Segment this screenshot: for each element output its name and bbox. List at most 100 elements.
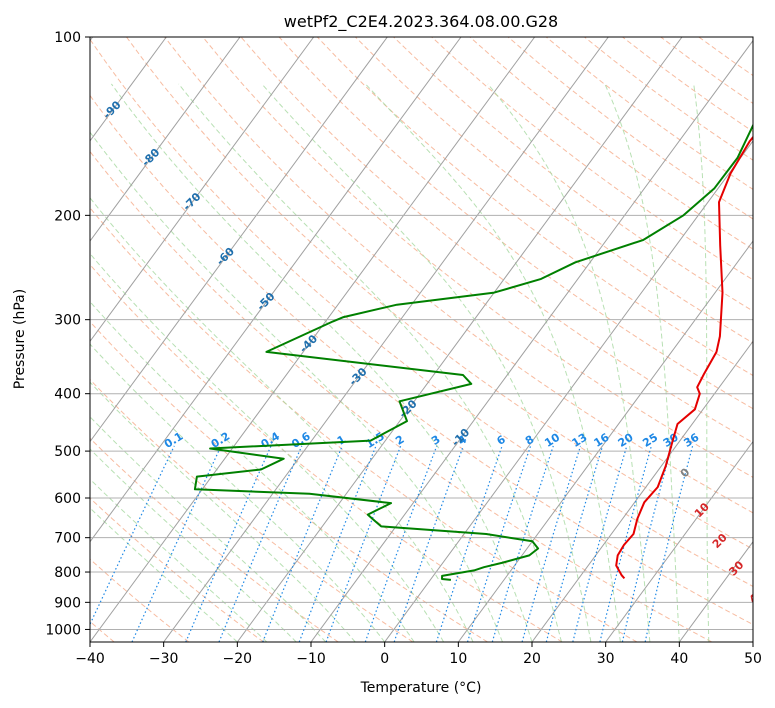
isotherm-line	[457, 240, 753, 642]
mixing-ratio-line	[435, 445, 503, 642]
mixing-ratio-label: 16	[592, 431, 612, 450]
dry-adiabat-line	[90, 497, 264, 642]
temperature-profile-line	[615, 135, 753, 580]
x-tick-label: −10	[296, 651, 326, 667]
y-tick-label: 600	[54, 491, 81, 507]
isotherm-line	[310, 39, 753, 642]
mixing-ratio-label: 10	[542, 431, 562, 450]
mixing-ratio-label: 8	[523, 433, 536, 448]
dry-adiabat-line	[698, 37, 753, 77]
isotherm-line	[90, 37, 388, 443]
mixing-ratio-label: 1	[335, 433, 348, 448]
x-axis: −40 −30 −20 −10 0 10 20 30 40 50	[75, 642, 762, 667]
dry-adiabat-line	[90, 263, 563, 642]
sounding-lines	[193, 123, 753, 581]
mixing-ratio-label: 0.1	[162, 430, 185, 451]
isotherm-line	[678, 540, 753, 642]
x-tick-label: 50	[744, 651, 762, 667]
dry-adiabat-line	[660, 37, 753, 105]
mixing-ratio-line	[621, 445, 673, 642]
isotherm-line	[605, 440, 753, 642]
y-axis-title: Pressure (hPa)	[12, 289, 28, 389]
x-axis-title: Temperature (°C)	[360, 680, 482, 696]
dry-adiabat-line	[126, 37, 753, 550]
isotherm-label: -100	[60, 47, 89, 76]
moist-adiabat-line	[90, 478, 268, 642]
y-tick-label: 300	[54, 313, 81, 329]
moist-adiabat-label: 20	[710, 531, 730, 551]
x-tick-label: 10	[449, 651, 467, 667]
mixing-ratio-line	[572, 445, 628, 642]
y-tick-label: 100	[54, 30, 81, 46]
moist-adiabat-line	[110, 83, 533, 642]
isotherm-line	[90, 37, 536, 642]
isotherm-line	[90, 37, 167, 142]
y-tick-label: 200	[54, 208, 81, 224]
moist-adiabat-line	[261, 83, 592, 642]
mixing-ratio-line	[466, 445, 532, 642]
y-tick-label: 700	[54, 531, 81, 547]
dewpoint-profile-line	[193, 123, 753, 581]
moist-adiabat-line	[90, 197, 474, 642]
mixing-ratio-label: 0.4	[259, 429, 283, 451]
mixing-ratio-label: 25	[640, 431, 660, 450]
x-tick-label: 20	[523, 651, 541, 667]
moist-adiabat-label: 10	[692, 500, 712, 520]
dry-adiabat-line	[90, 38, 753, 587]
mixing-ratio-line	[218, 445, 303, 642]
moist-adiabat-label: 40	[747, 586, 767, 606]
x-tick-label: −40	[75, 651, 105, 667]
mixing-ratio-line	[599, 445, 652, 642]
mixing-ratio-line	[491, 445, 554, 642]
mixing-ratio-line	[364, 445, 438, 642]
moist-adiabat-line	[90, 252, 445, 642]
x-tick-label: 0	[380, 651, 389, 667]
dry-adiabat-line	[90, 94, 753, 626]
isotherm-label: -10	[449, 426, 472, 449]
x-tick-label: −30	[149, 651, 179, 667]
x-tick-label: −20	[223, 651, 253, 667]
dry-adiabat-line	[202, 37, 753, 478]
mixing-ratio-line	[393, 445, 464, 642]
y-axis: 100 200 300 400 500 600 700 800 900 1000	[45, 30, 90, 638]
moist-adiabat-line	[487, 83, 651, 642]
mixing-ratio-label: 36	[681, 431, 701, 450]
mixing-ratio-line	[325, 445, 402, 642]
dry-adiabat-line	[90, 150, 712, 642]
dry-adiabat-line	[90, 321, 488, 642]
moist-adiabat-line	[90, 300, 415, 642]
moist-adiabat-line	[90, 416, 327, 642]
moist-adiabat-label: 0	[678, 465, 693, 480]
mixing-ratio-line	[545, 445, 604, 642]
isotherm-label: -90	[100, 98, 123, 121]
dry-adiabat-line	[164, 37, 753, 514]
isotherm-label: -60	[214, 245, 237, 268]
y-tick-label: 1000	[45, 622, 81, 638]
y-tick-label: 800	[54, 565, 81, 581]
isotherm-line	[384, 140, 753, 642]
mixing-ratio-label: 0.6	[289, 429, 313, 451]
mixing-ratio-label: 6	[495, 433, 509, 448]
moist-adiabat-line	[90, 448, 297, 642]
isotherm-line	[163, 37, 609, 642]
moist-adiabat-line	[693, 83, 710, 642]
mixing-ratio-label: 13	[570, 431, 590, 450]
moist-adiabat-line	[365, 83, 621, 642]
chart-title: wetPf2_C2E4.2023.364.08.00.G28	[284, 12, 558, 32]
moist-adiabat-line	[604, 83, 680, 642]
mixing-ratio-line	[185, 445, 272, 642]
dry-adiabat-line	[278, 37, 753, 410]
dry-adiabat-line	[90, 558, 190, 642]
isotherm-label: -50	[254, 290, 277, 313]
dry-adiabat-line	[431, 37, 753, 281]
isotherm-line	[90, 37, 315, 343]
isotherm-line	[531, 340, 753, 642]
isotherm-label: -80	[139, 146, 162, 169]
y-tick-label: 900	[54, 595, 81, 611]
plot-frame	[89, 36, 754, 643]
dry-adiabat-line	[90, 207, 638, 642]
isotherm-line	[752, 641, 753, 642]
moist-adiabat-label: 30	[726, 558, 746, 578]
y-tick-label: 500	[54, 444, 81, 460]
